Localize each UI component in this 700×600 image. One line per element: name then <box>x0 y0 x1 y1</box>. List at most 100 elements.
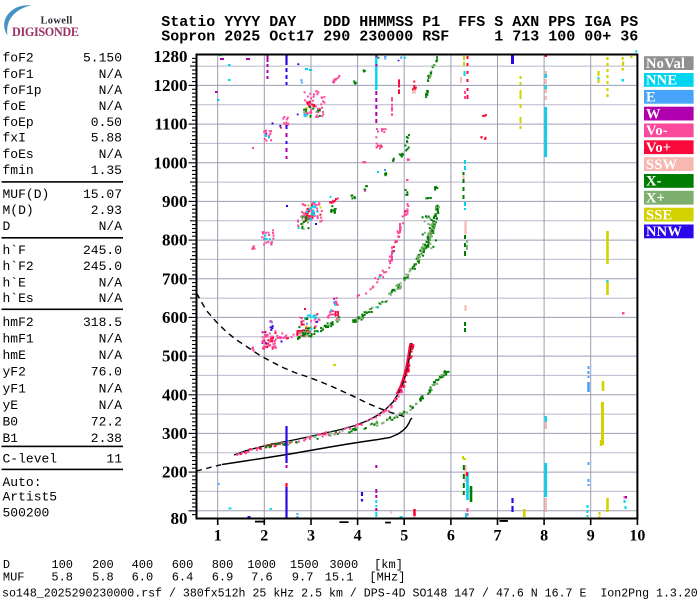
svg-text:1: 1 <box>214 528 222 545</box>
svg-text:hmF1: hmF1 <box>3 332 34 347</box>
svg-text:MUF(D): MUF(D) <box>3 187 50 202</box>
svg-text:800: 800 <box>212 558 234 572</box>
svg-text:2.93: 2.93 <box>91 203 122 218</box>
svg-text:400: 400 <box>132 558 154 572</box>
svg-text:foE: foE <box>3 99 27 114</box>
svg-text:yF1: yF1 <box>3 382 27 397</box>
svg-text:1200: 1200 <box>154 76 188 95</box>
svg-text:2.38: 2.38 <box>91 431 122 446</box>
svg-text:1500: 1500 <box>290 558 319 572</box>
svg-text:76.0: 76.0 <box>91 365 122 380</box>
svg-text:Vo+: Vo+ <box>646 140 671 156</box>
svg-text:h`F2: h`F2 <box>3 259 34 274</box>
svg-text:15.07: 15.07 <box>83 187 122 202</box>
svg-text:foEp: foEp <box>3 115 34 130</box>
svg-text:1000: 1000 <box>247 558 276 572</box>
svg-text:N/A: N/A <box>99 99 123 114</box>
svg-text:h`Es: h`Es <box>3 291 34 306</box>
svg-text:W: W <box>646 106 661 122</box>
svg-text:N/A: N/A <box>99 83 123 98</box>
svg-text:7: 7 <box>494 528 502 545</box>
svg-text:fxI: fxI <box>3 131 26 146</box>
svg-text:6.0: 6.0 <box>132 571 154 585</box>
svg-text:NNW: NNW <box>646 224 682 240</box>
svg-text:[km]: [km] <box>374 558 403 572</box>
svg-text:72.2: 72.2 <box>91 415 122 430</box>
svg-text:h`E: h`E <box>3 276 27 291</box>
svg-text:5: 5 <box>400 528 408 545</box>
svg-text:9: 9 <box>587 528 595 545</box>
svg-text:9.7: 9.7 <box>292 571 314 585</box>
svg-text:10: 10 <box>629 528 645 545</box>
svg-text:foEs: foEs <box>3 147 34 162</box>
svg-text:500200: 500200 <box>3 506 50 521</box>
svg-text:100: 100 <box>51 558 73 572</box>
svg-text:X-: X- <box>646 174 662 190</box>
svg-text:D: D <box>3 558 10 572</box>
svg-text:0.50: 0.50 <box>91 115 122 130</box>
svg-text:hmE: hmE <box>3 348 27 363</box>
svg-text:1.35: 1.35 <box>91 163 122 178</box>
svg-text:200: 200 <box>162 463 188 482</box>
svg-text:NNE: NNE <box>646 73 677 89</box>
svg-text:N/A: N/A <box>99 291 123 306</box>
svg-text:SSW: SSW <box>646 157 678 173</box>
svg-text:fmin: fmin <box>3 163 34 178</box>
svg-text:600: 600 <box>172 558 194 572</box>
svg-text:foF1: foF1 <box>3 67 34 82</box>
svg-text:600: 600 <box>162 308 188 327</box>
svg-text:yF2: yF2 <box>3 365 26 380</box>
svg-text:400: 400 <box>162 385 188 404</box>
svg-text:80: 80 <box>171 509 188 528</box>
svg-text:900: 900 <box>162 192 188 211</box>
svg-text:N/A: N/A <box>99 276 123 291</box>
svg-text:M(D): M(D) <box>3 203 34 218</box>
svg-text:Auto:: Auto: <box>3 475 42 490</box>
svg-text:3000: 3000 <box>329 558 358 572</box>
svg-text:SSE: SSE <box>646 207 672 223</box>
svg-text:Sopron 2025 Oct17 290 230000 R: Sopron 2025 Oct17 290 230000 RSF 1 713 1… <box>161 28 638 45</box>
svg-text:N/A: N/A <box>99 332 123 347</box>
svg-text:1000: 1000 <box>154 153 188 172</box>
svg-text:4: 4 <box>354 528 362 545</box>
svg-text:800: 800 <box>162 231 188 250</box>
svg-text:Vo-: Vo- <box>646 123 668 139</box>
svg-text:DIGISONDE: DIGISONDE <box>12 25 79 39</box>
svg-text:5.8: 5.8 <box>51 571 73 585</box>
svg-text:E: E <box>646 90 656 106</box>
svg-text:5.8: 5.8 <box>92 571 114 585</box>
svg-text:B0: B0 <box>3 415 19 430</box>
svg-text:200: 200 <box>92 558 114 572</box>
svg-text:15.1: 15.1 <box>325 571 354 585</box>
svg-text:245.0: 245.0 <box>83 243 122 258</box>
svg-text:h`F: h`F <box>3 243 26 258</box>
svg-text:C-level: C-level <box>3 452 58 467</box>
svg-text:MUF: MUF <box>3 571 25 585</box>
svg-text:3: 3 <box>307 528 315 545</box>
svg-text:8: 8 <box>540 528 548 545</box>
svg-text:1100: 1100 <box>154 115 187 134</box>
svg-text:yE: yE <box>3 398 19 413</box>
svg-text:6.9: 6.9 <box>212 571 234 585</box>
svg-text:X+: X+ <box>646 190 665 206</box>
svg-text:foF1p: foF1p <box>3 83 42 98</box>
svg-text:so148_2025290230000.rsf / 380f: so148_2025290230000.rsf / 380fx512h 25 k… <box>2 588 698 600</box>
svg-text:hmF2: hmF2 <box>3 315 34 330</box>
svg-text:2: 2 <box>260 528 268 545</box>
svg-text:N/A: N/A <box>99 67 123 82</box>
svg-text:245.0: 245.0 <box>83 259 122 274</box>
svg-text:7.6: 7.6 <box>251 571 273 585</box>
svg-text:NoVal: NoVal <box>646 56 685 72</box>
svg-text:5.150: 5.150 <box>83 51 122 66</box>
svg-text:N/A: N/A <box>99 147 123 162</box>
svg-text:N/A: N/A <box>99 219 123 234</box>
svg-text:5.88: 5.88 <box>91 131 122 146</box>
svg-text:Lowell: Lowell <box>41 15 73 26</box>
svg-text:N/A: N/A <box>99 348 123 363</box>
svg-text:Artist5: Artist5 <box>3 490 58 505</box>
svg-text:700: 700 <box>162 269 188 288</box>
svg-text:300: 300 <box>162 424 188 443</box>
svg-text:Statio YYYY DAY DDD HHMMSS P: Statio YYYY DAY DDD HHMMSS P1 FFS S AXN … <box>161 14 638 31</box>
svg-text:1280: 1280 <box>154 47 188 66</box>
svg-text:500: 500 <box>162 347 188 366</box>
